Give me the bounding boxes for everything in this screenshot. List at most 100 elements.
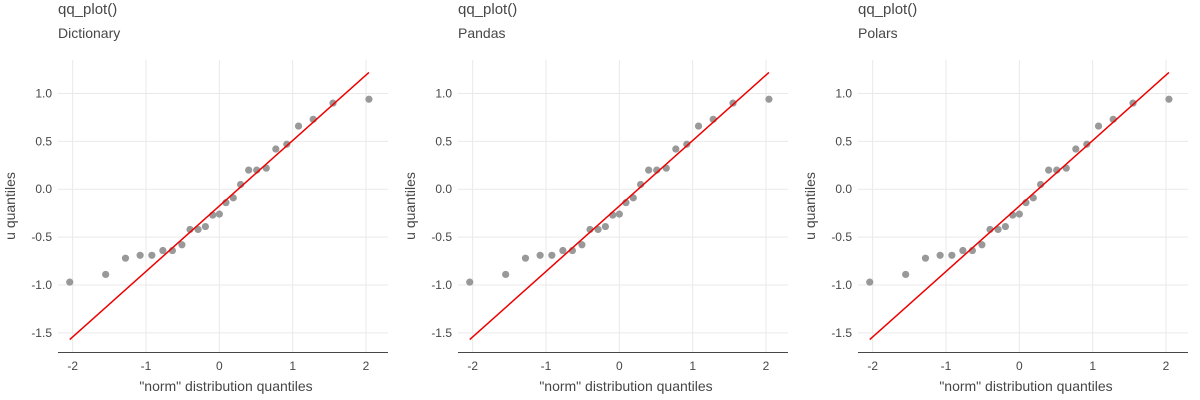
- data-point: [159, 246, 167, 255]
- data-point: [121, 254, 130, 262]
- data-point: [215, 210, 223, 218]
- chart-title: qq_plot(): [858, 1, 918, 18]
- data-point: [294, 122, 303, 130]
- data-point: [866, 278, 874, 286]
- data-point: [502, 270, 510, 279]
- x-tick-label: 2: [363, 359, 370, 373]
- x-tick-label: -1: [141, 359, 152, 373]
- data-point: [578, 241, 586, 249]
- reference-line: [869, 71, 1170, 341]
- y-tick-label: -0.5: [431, 230, 452, 244]
- data-point: [1045, 166, 1053, 174]
- x-tick-label: 1: [1089, 359, 1096, 373]
- x-tick-label: -2: [867, 359, 878, 373]
- data-point: [66, 278, 74, 286]
- y-tick-label: -0.5: [31, 230, 52, 244]
- data-point: [136, 251, 144, 259]
- data-point: [1165, 95, 1173, 103]
- x-tick-label: -1: [941, 359, 952, 373]
- qq-plot-panel-dictionary: qq_plot() Dictionary -2 -1 0 1 2 -1.5 -1.0 -0.5…: [0, 0, 400, 400]
- y-tick-label: -1.5: [31, 326, 52, 340]
- y-axis-label: u quantiles: [2, 172, 18, 240]
- data-point: [272, 145, 280, 153]
- x-axis-label: "norm" distribution quantiles: [139, 378, 312, 394]
- data-point: [978, 241, 986, 249]
- y-axis-label: u quantiles: [802, 172, 818, 240]
- data-point: [765, 95, 773, 103]
- x-tick-label: 0: [616, 359, 623, 373]
- x-tick-label: -2: [67, 359, 78, 373]
- data-point: [1015, 210, 1023, 218]
- chart-subtitle: Polars: [858, 25, 898, 41]
- data-point: [615, 210, 623, 218]
- data-point: [1072, 145, 1080, 153]
- data-point: [329, 99, 337, 107]
- y-tick-label: 0.5: [435, 134, 452, 148]
- y-tick-label: -1.5: [431, 326, 452, 340]
- data-point: [1001, 222, 1009, 231]
- data-point: [466, 278, 474, 286]
- y-tick-label: 1.0: [435, 87, 452, 101]
- y-axis-label: u quantiles: [402, 172, 418, 240]
- data-point: [201, 222, 209, 231]
- x-tick-label: 2: [763, 359, 770, 373]
- y-tick-label: -1.0: [831, 278, 852, 292]
- x-tick-label: 0: [216, 359, 223, 373]
- data-point: [936, 251, 944, 259]
- data-point: [645, 166, 653, 174]
- x-tick-label: 2: [1163, 359, 1170, 373]
- x-tick-label: -2: [467, 359, 478, 373]
- data-point: [102, 270, 110, 279]
- data-point: [1083, 140, 1091, 148]
- y-tick-label: 1.0: [835, 87, 852, 101]
- chart-title: qq_plot(): [458, 1, 518, 18]
- chart-subtitle: Dictionary: [58, 25, 121, 41]
- data-point: [672, 145, 680, 153]
- y-tick-label: -1.0: [431, 278, 452, 292]
- data-point: [148, 251, 156, 259]
- data-point: [1129, 99, 1137, 107]
- x-tick-label: 1: [689, 359, 696, 373]
- x-tick-label: -1: [541, 359, 552, 373]
- data-point: [601, 222, 609, 231]
- data-point: [365, 95, 373, 103]
- data-point: [559, 246, 567, 255]
- qq-plot-panel-polars: qq_plot() Polars -2 -1 0 1 2 -1.5 -1.0 -0.5 0.0 0…: [800, 0, 1200, 400]
- qq-plot-svg: -2 -1 0 1 2 -1.5 -1.0 -0.5 0.0 0.5 1.0 "norm" distr…: [2, 60, 388, 394]
- y-tick-label: -1.5: [831, 326, 852, 340]
- data-point: [1094, 122, 1103, 130]
- y-tick-label: 0.5: [835, 134, 852, 148]
- qq-plot-panel-pandas: qq_plot() Pandas -2 -1 0 1 2 -1.5 -1.0 -0.5 0.0 0…: [400, 0, 800, 400]
- data-point: [959, 246, 967, 255]
- data-point: [729, 99, 737, 107]
- y-tick-label: 0.0: [35, 182, 52, 196]
- data-point: [683, 140, 691, 148]
- x-tick-label: 0: [1016, 359, 1023, 373]
- y-tick-label: 0.5: [35, 134, 52, 148]
- data-point: [694, 122, 703, 130]
- reference-line: [469, 71, 770, 341]
- data-point: [902, 270, 910, 279]
- chart-subtitle: Pandas: [458, 25, 506, 41]
- y-tick-label: -0.5: [831, 230, 852, 244]
- chart-title: qq_plot(): [58, 1, 118, 18]
- data-point: [178, 241, 186, 249]
- qq-plot-svg: -2 -1 0 1 2 -1.5 -1.0 -0.5 0.0 0.5 1.0 "norm" distr…: [402, 60, 788, 394]
- y-tick-label: 0.0: [835, 182, 852, 196]
- data-point: [994, 225, 1002, 234]
- data-point: [194, 225, 202, 234]
- data-point: [594, 225, 602, 234]
- data-point: [921, 254, 930, 262]
- y-tick-label: 1.0: [35, 87, 52, 101]
- y-tick-label: 0.0: [435, 182, 452, 196]
- data-point: [948, 251, 956, 259]
- x-tick-label: 1: [289, 359, 296, 373]
- qq-plot-svg: -2 -1 0 1 2 -1.5 -1.0 -0.5 0.0 0.5 1.0 "norm" distr…: [802, 60, 1188, 394]
- data-point: [521, 254, 530, 262]
- data-point: [548, 251, 556, 259]
- reference-line: [69, 71, 370, 341]
- x-axis-label: "norm" distribution quantiles: [939, 378, 1112, 394]
- data-point: [245, 166, 253, 174]
- y-tick-label: -1.0: [31, 278, 52, 292]
